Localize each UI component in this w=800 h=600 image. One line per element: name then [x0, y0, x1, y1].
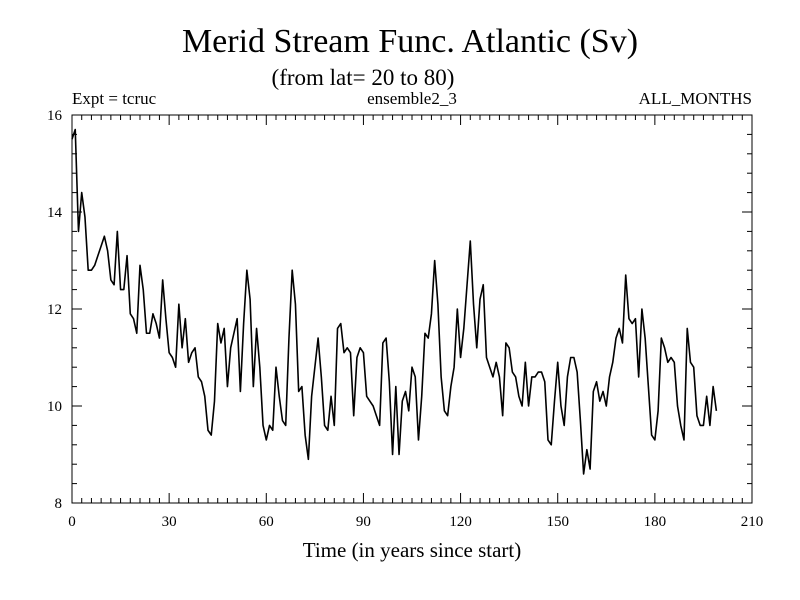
x-tick-label: 210 [741, 514, 764, 530]
x-axis-label: Time (in years since start) [303, 538, 522, 562]
axis-ticks [71, 114, 753, 504]
plot-frame [71, 114, 753, 504]
x-tick-label: 90 [356, 514, 371, 530]
y-tick-label: 14 [47, 205, 63, 221]
x-tick-label: 0 [68, 514, 76, 530]
series-line [71, 128, 718, 475]
header-center: ensemble2_3 [367, 89, 457, 108]
y-tick-label: 16 [47, 108, 63, 124]
y-tick-label: 10 [47, 399, 62, 415]
x-tick-label: 60 [259, 514, 274, 530]
header-left: Expt = tcruc [72, 89, 157, 108]
header-right: ALL_MONTHS [639, 89, 752, 108]
x-tick-label: 30 [162, 514, 177, 530]
x-tick-label: 180 [644, 514, 667, 530]
y-tick-label: 12 [47, 302, 62, 318]
x-tick-label: 120 [449, 514, 472, 530]
y-tick-label: 8 [55, 496, 63, 512]
axis-tick-labels: 0 30 60 90 120 150 180 210 8 10 12 14 16 [47, 108, 763, 530]
x-tick-label: 150 [546, 514, 569, 530]
chart-title: Merid Stream Func. Atlantic (Sv) [182, 23, 638, 60]
chart-subtitle: (from lat= 20 to 80) [272, 65, 455, 90]
